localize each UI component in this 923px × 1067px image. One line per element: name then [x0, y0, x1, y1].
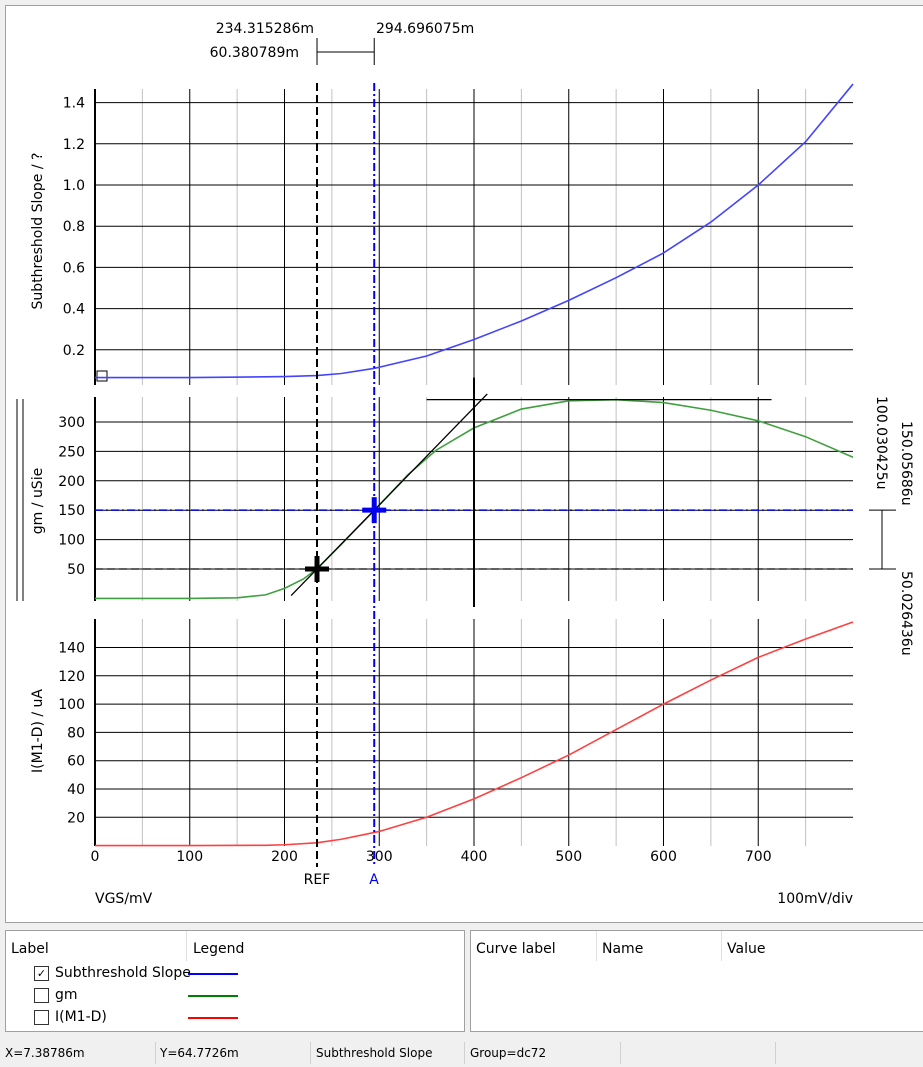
series-line-subthreshold-slope: [95, 83, 854, 379]
legend-header-legend: Legend: [193, 941, 245, 957]
cursor-dy-readout: 100.030425u: [873, 396, 889, 490]
status-group: Group=dc72: [470, 1046, 547, 1060]
legend-panel: Label Legend ✓ Subthreshold Slope gm I(M1…: [5, 930, 465, 1032]
values-header-name: Name: [602, 941, 644, 957]
legend-item-subthreshold[interactable]: ✓ Subthreshold Slope: [34, 965, 191, 981]
delta-x-bracket: [316, 38, 375, 65]
waveform-chart[interactable]: 0.20.40.60.81.01.21.45010015020025030020…: [6, 6, 923, 922]
y-tick-label: 40: [67, 782, 85, 798]
y-tick-label: 0.8: [63, 219, 85, 235]
values-header-curve-label: Curve label: [476, 941, 556, 957]
series-line-gm: [95, 398, 854, 600]
values-header-value: Value: [727, 941, 766, 957]
cursor-dx-readout: 60.380789m: [210, 45, 299, 61]
y-tick-label: 1.4: [63, 96, 85, 112]
y-tick-label: 80: [67, 725, 85, 741]
legend-swatch-red: [188, 1017, 238, 1019]
status-x: X=7.38786m: [5, 1046, 85, 1060]
x-tick-label: 0: [91, 849, 100, 865]
y-label-subthreshold: Subthreshold Slope / ?: [30, 153, 46, 310]
cursor-a-label: A: [369, 872, 379, 888]
x-tick-label: 500: [555, 849, 582, 865]
cursor-ref-x-readout: 234.315286m: [216, 21, 314, 37]
y-tick-label: 300: [58, 415, 85, 431]
cursor-a-crosshair-icon: [362, 497, 387, 524]
x-axis-scale: 100mV/div: [777, 891, 853, 907]
legend-swatch-green: [188, 995, 238, 997]
series-line-i-m-d-: [95, 621, 854, 847]
cursor-ref-y-readout: 50.026436u: [898, 571, 914, 656]
origin-marker-icon: [96, 370, 108, 382]
cursor-ref-label: REF: [304, 872, 331, 888]
cursor-a-y-readout: 150.05686u: [898, 421, 914, 506]
y-tick-label: 0.2: [63, 343, 85, 359]
x-tick-label: 700: [745, 849, 772, 865]
y-tick-label: 200: [58, 474, 85, 490]
y-tick-label: 120: [58, 669, 85, 685]
y-tick-label: 0.4: [63, 302, 85, 318]
x-tick-label: 100: [176, 849, 203, 865]
y-label-current: I(M1-D) / uA: [30, 689, 46, 773]
y-tick-label: 250: [58, 444, 85, 460]
delta-y-bracket: [869, 509, 896, 570]
legend-item-label: gm: [55, 987, 78, 1003]
waveform-plot-area[interactable]: 0.2 0.4 0.6 0.8 1.0 1.2 1.4 50 100 150 200 250 300 20…: [5, 5, 923, 923]
checkbox-subthreshold[interactable]: ✓: [34, 965, 49, 981]
checkbox-current[interactable]: [34, 1009, 49, 1025]
y-tick-label: 100: [58, 697, 85, 713]
y-label-gm: gm / uSie: [30, 468, 46, 534]
x-tick-label: 300: [366, 849, 393, 865]
cursor-ref-crosshair-icon: [305, 555, 330, 582]
status-bar: X=7.38786m Y=64.7726m Subthreshold Slope…: [0, 1040, 923, 1067]
legend-header-label: Label: [11, 941, 49, 957]
values-panel: Curve label Name Value: [470, 930, 923, 1032]
x-tick-label: 200: [271, 849, 298, 865]
y-tick-label: 150: [58, 503, 85, 519]
x-tick-label: 400: [461, 849, 488, 865]
y-tick-label: 1.2: [63, 137, 85, 153]
tangent-line: [290, 393, 488, 597]
y-tick-label: 140: [58, 641, 85, 657]
legend-swatch-blue: [188, 973, 238, 975]
x-tick-label: 600: [650, 849, 677, 865]
legend-item-gm[interactable]: gm: [34, 987, 78, 1003]
status-curve: Subthreshold Slope: [316, 1046, 433, 1060]
y-tick-label: 50: [67, 562, 85, 578]
status-y: Y=64.7726m: [160, 1046, 239, 1060]
y-tick-label: 1.0: [63, 178, 85, 194]
cursor-a-x-readout: 294.696075m: [376, 21, 474, 37]
legend-item-current[interactable]: I(M1-D): [34, 1009, 107, 1025]
legend-item-label: Subthreshold Slope: [55, 965, 191, 981]
y-tick-label: 20: [67, 810, 85, 826]
legend-item-label: I(M1-D): [55, 1009, 107, 1025]
checkbox-gm[interactable]: [34, 987, 49, 1003]
y-tick-label: 0.6: [63, 260, 85, 276]
x-axis-label: VGS/mV: [95, 891, 153, 907]
y-tick-label: 100: [58, 533, 85, 549]
y-tick-label: 60: [67, 754, 85, 770]
